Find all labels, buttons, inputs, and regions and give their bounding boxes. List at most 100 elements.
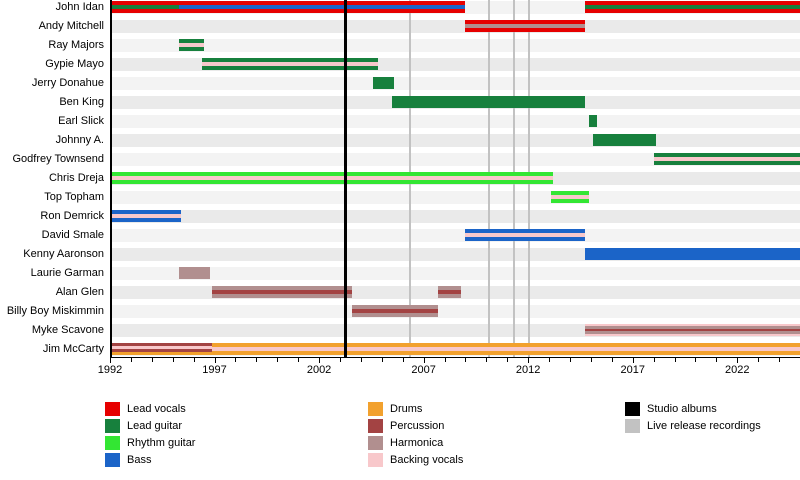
member-label: Ron Demrick — [40, 210, 104, 222]
timeline-bar — [178, 1, 466, 13]
legend-swatch-rhythm_guitar — [105, 436, 120, 450]
axis-minor-tick — [611, 358, 613, 362]
bar-stripe-lead_guitar — [112, 5, 179, 9]
axis-year-label: 2017 — [620, 364, 645, 376]
bar-stripe-backing_vocals — [212, 347, 800, 351]
legend-label: Harmonica — [390, 437, 444, 449]
legend-label: Percussion — [390, 420, 445, 432]
member-label: Ray Majors — [48, 39, 104, 51]
bar-stripe-lead_vocals — [584, 1, 800, 5]
legend-label: Rhythm guitar — [127, 437, 196, 449]
bar-stripe-lead_guitar — [201, 66, 378, 70]
bar-stripe-percussion — [212, 290, 353, 294]
axis-major-tick — [110, 358, 111, 363]
bar-stripe-backing_vocals — [178, 43, 204, 47]
bar-stripe-drums — [212, 351, 800, 355]
member-label: Earl Slick — [58, 115, 104, 127]
bar-stripe-lead_guitar — [588, 115, 598, 127]
bar-stripe-harmonica — [584, 326, 800, 329]
legend-swatch-lead_guitar — [105, 419, 120, 433]
bar-stripe-percussion — [438, 290, 462, 294]
member-label: Godfrey Townsend — [12, 153, 104, 165]
axis-year-label: 2002 — [306, 364, 332, 376]
bar-stripe-lead_guitar — [653, 153, 800, 157]
axis-minor-tick — [402, 358, 404, 362]
axis-minor-tick — [507, 358, 509, 362]
timeline-bar — [201, 58, 378, 70]
studio-albums-line — [344, 0, 347, 357]
timeline-bar — [588, 115, 598, 127]
axis-minor-tick — [653, 358, 655, 362]
timeline-bar — [551, 191, 589, 203]
timeline-bar — [584, 248, 800, 260]
bar-stripe-rhythm_guitar — [112, 172, 554, 176]
axis-minor-tick — [590, 358, 592, 362]
member-label: Laurie Garman — [30, 267, 104, 279]
row-band — [112, 228, 800, 242]
bar-stripe-lead_vocals — [465, 20, 585, 24]
bar-stripe-rhythm_guitar — [551, 191, 589, 195]
legend-label: Lead guitar — [127, 420, 183, 432]
row-band — [112, 114, 800, 128]
bar-stripe-backing_vocals — [112, 214, 181, 218]
bar-stripe-harmonica — [352, 305, 439, 309]
timeline-bar — [592, 134, 656, 146]
axis-minor-tick — [695, 358, 697, 362]
axis-major-tick — [632, 358, 634, 363]
timeline-bar — [584, 324, 800, 337]
bar-stripe-harmonica — [212, 294, 353, 298]
member-label: David Smale — [41, 229, 104, 241]
bar-stripe-backing_vocals — [201, 62, 378, 66]
member-label: Myke Scavone — [31, 324, 104, 336]
row-band — [112, 133, 800, 147]
timeline-bar — [112, 172, 554, 184]
axis-minor-tick — [172, 358, 174, 362]
bar-stripe-lead_vocals — [112, 1, 179, 5]
timeline-bar — [438, 286, 462, 298]
axis-year-label: 2022 — [725, 364, 750, 376]
row-band — [112, 38, 800, 52]
axis-minor-tick — [298, 358, 300, 362]
bar-stripe-bass — [178, 5, 466, 9]
bar-stripe-lead_vocals — [178, 1, 466, 5]
timeline-bar — [392, 96, 585, 108]
bar-stripe-backing_vocals — [584, 333, 800, 337]
timeline-bar — [465, 20, 585, 32]
member-labels-column: John Idan Andy Mitchell Ray Majors Gypie Ma… — [0, 0, 104, 360]
legend: Lead vocals Lead guitar Rhythm guitar Bass D… — [0, 393, 800, 480]
member-label: Andy Mitchell — [38, 20, 104, 32]
member-label: Alan Glen — [55, 286, 104, 298]
row-band — [112, 152, 800, 166]
legend-swatch-bass — [105, 453, 120, 467]
bar-stripe-harmonica — [352, 313, 439, 317]
bar-stripe-percussion — [352, 309, 439, 313]
legend-label: Backing vocals — [390, 454, 464, 466]
bar-stripe-bass — [465, 237, 585, 241]
bar-stripe-percussion — [584, 328, 800, 332]
bar-stripe-bass — [584, 248, 800, 260]
bar-stripe-bass — [465, 229, 585, 233]
axis-year-label: 1992 — [97, 364, 123, 376]
axis-minor-tick — [340, 358, 341, 362]
bar-stripe-backing_vocals — [465, 233, 585, 237]
member-label: Gypie Mayo — [45, 58, 104, 70]
legend-label: Live release recordings — [647, 420, 761, 432]
member-label: Chris Dreja — [48, 172, 104, 184]
axis-minor-tick — [570, 358, 571, 362]
row-band — [112, 76, 800, 90]
bar-stripe-lead_guitar — [373, 77, 395, 89]
axis-minor-tick — [151, 358, 153, 362]
bar-stripe-backing_vocals — [112, 346, 213, 349]
bar-stripe-harmonica — [438, 294, 462, 298]
axis-minor-tick — [716, 358, 718, 362]
bar-stripe-harmonica — [465, 24, 585, 28]
bar-stripe-lead_vocals — [465, 28, 585, 32]
legend-swatch-harmonica — [368, 436, 383, 450]
bar-stripe-backing_vocals — [653, 157, 800, 161]
bar-stripe-lead_guitar — [584, 5, 800, 9]
axis-major-tick — [319, 358, 321, 363]
plot-area — [110, 0, 800, 358]
timeline-bar — [112, 1, 179, 13]
axis-minor-tick — [549, 358, 551, 362]
